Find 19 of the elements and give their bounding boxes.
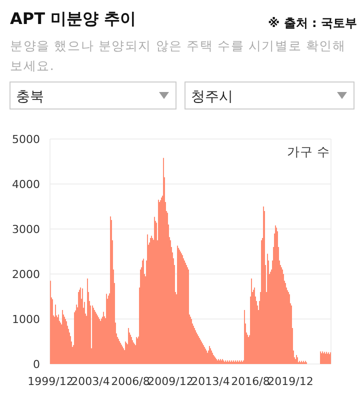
y-tick-label: 1000 [12,312,40,326]
x-tick-label: 2009/12 [148,375,194,388]
y-tick-label: 4000 [12,178,40,191]
y-tick-label: 0 [33,358,40,371]
text: 청주시 [191,89,233,105]
chart-title: APT 미분양 추이 [10,9,136,28]
x-tick-label: 1999/12 [28,375,74,388]
text: ※ 출처 : 국토부 [268,16,357,30]
chart-subtitle: 분양을 했으나 분양되지 않은 주택 수를 시기별로 확인해보세요. [10,37,347,75]
y-tick-label: 2000 [12,268,40,281]
x-tick-label: 2016/8 [231,375,270,388]
y-tick-label: 5000 [12,132,40,146]
x-tick-label: 2006/8 [111,375,150,388]
y-tick-label: 3000 [12,222,40,236]
x-tick-label: 2003/4 [71,375,110,388]
text: 충북 [16,89,44,105]
x-tick-label: 2013/4 [191,375,230,388]
y-axis-title: 가구 수 [287,144,330,159]
x-tick-label: 2019/12 [268,375,314,388]
